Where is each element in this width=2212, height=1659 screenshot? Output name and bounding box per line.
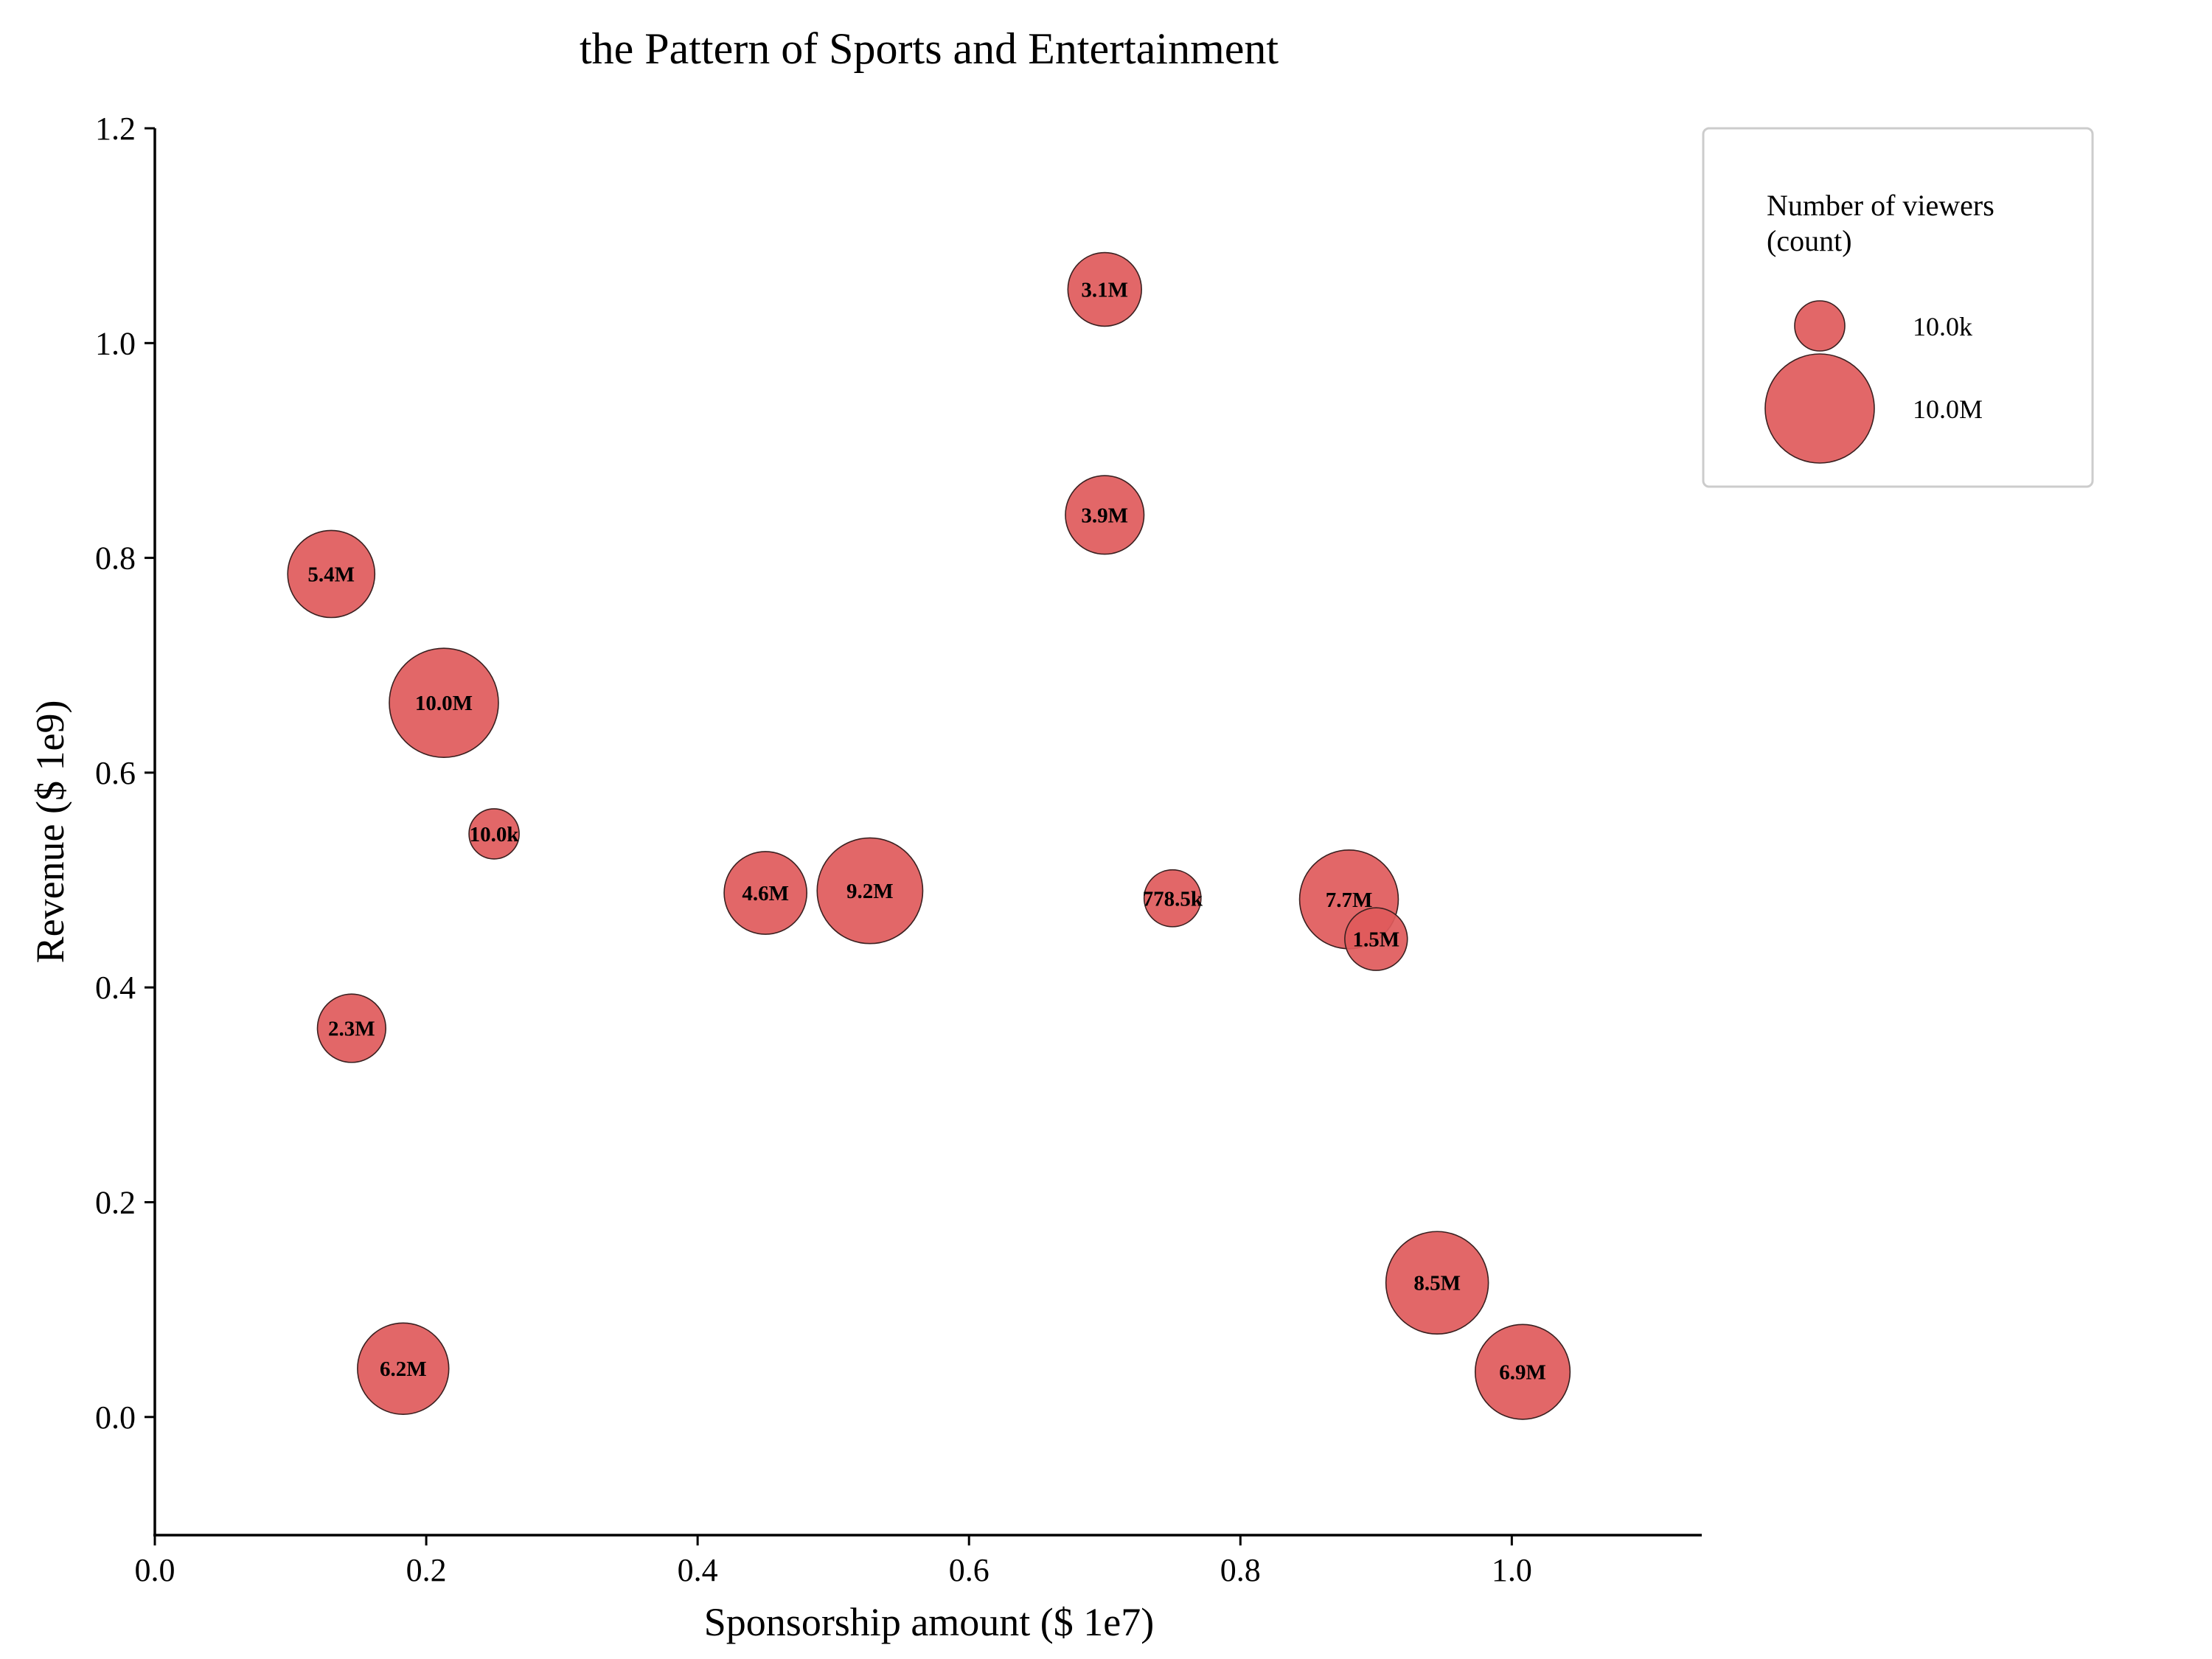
bubble-data-label: 3.1M [1081,278,1128,302]
bubble-point [1143,869,1202,928]
bubble-data-label: 778.5k [1143,887,1203,911]
x-tick-label: 0.4 [678,1552,718,1588]
legend-box [1702,127,2094,488]
legend-label: 10.0k [1913,312,1972,341]
y-tick-label: 0.4 [95,970,136,1006]
bubble-point [1344,907,1408,971]
bubble-data-label: 4.6M [742,882,789,905]
legend: Number of viewers (count) 10.0k 10.0M [1702,127,2094,488]
x-tick-label: 0.2 [406,1552,447,1588]
legend-marker [1764,353,1875,464]
bubble-point [287,529,376,619]
x-tick-label: 0.0 [135,1552,175,1588]
x-tick-label: 1.0 [1492,1552,1532,1588]
bubble-data-label: 6.9M [1499,1361,1546,1385]
bubble-point [1385,1231,1489,1335]
bubble-data-label: 3.9M [1081,504,1128,527]
bubble-point [468,808,520,860]
y-tick-label: 0.6 [95,755,136,791]
bubble-point [389,647,499,759]
bubble-data-label: 1.5M [1353,928,1400,952]
x-tick-label: 0.6 [949,1552,990,1588]
legend-title-line2: (count) [1767,224,1852,257]
x-axis-label: Sponsorship amount ($ 1e7) [704,1600,1154,1644]
legend-title-line1: Number of viewers [1767,189,1994,222]
bubble-data-label: 2.3M [328,1018,375,1041]
bubble-data-label: 5.4M [307,563,355,586]
axes [153,128,1702,1537]
legend-entries: 10.0k 10.0M [1764,300,1983,464]
bubble-data-label: 9.2M [846,880,894,903]
bubbles: 3.1M 3.9M 5.4M 10.0M 10.0k 4.6M 9.2M 778.5k 7.7M… [287,251,1571,1420]
bubble-data-label: 6.2M [380,1357,427,1381]
bubble-point [357,1322,450,1415]
bubble-data-label: 7.7M [1326,888,1373,912]
y-tick-label: 1.0 [95,325,136,361]
bubble-point [1474,1324,1571,1420]
x-tick-label: 0.8 [1220,1552,1261,1588]
legend-label: 10.0M [1913,394,1983,424]
chart-title: the Pattern of Sports and Entertainment [580,24,1279,73]
y-tick-label: 1.2 [95,111,136,147]
legend-marker [1794,300,1846,352]
y-ticks: 0.0 0.2 0.4 0.6 0.8 1.0 1.2 [95,111,155,1436]
bubble-point [1067,251,1142,327]
bubble-point [316,993,386,1063]
bubble-data-label: 8.5M [1413,1272,1461,1295]
x-ticks: 0.0 0.2 0.4 0.6 0.8 1.0 [135,1535,1532,1588]
bubble-point [723,851,808,935]
y-axis-label: Revenue ($ 1e9) [28,700,72,964]
y-tick-label: 0.2 [95,1184,136,1220]
bubble-point [816,837,924,945]
bubble-data-label: 10.0M [415,692,473,715]
y-tick-label: 0.8 [95,540,136,577]
y-tick-label: 0.0 [95,1399,136,1436]
bubble-data-label: 10.0k [470,823,520,846]
bubble-point [1065,475,1145,555]
